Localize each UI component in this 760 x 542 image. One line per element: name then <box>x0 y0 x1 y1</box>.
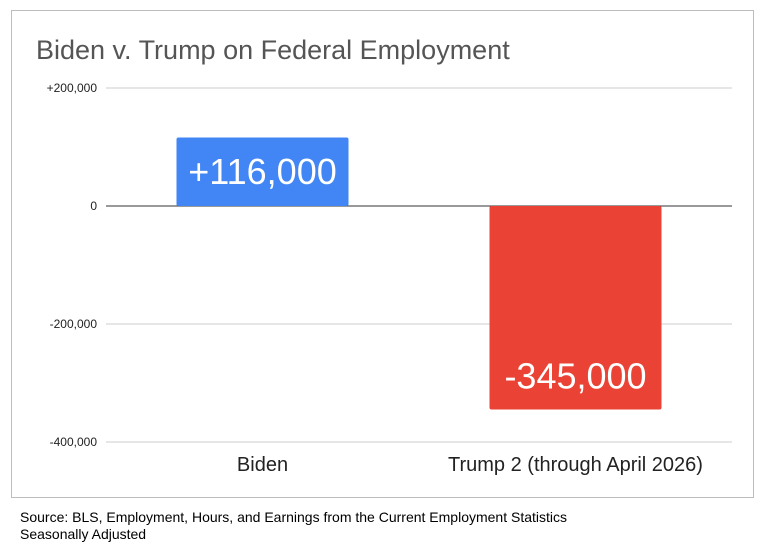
source-line-2: Seasonally Adjusted <box>20 526 147 542</box>
chart-title: Biden v. Trump on Federal Employment <box>36 35 510 65</box>
x-category-label: Biden <box>237 454 288 476</box>
labels: +200,000 0 -200,000 -400,000 +116,000 Biden -3… <box>47 81 703 476</box>
source-line-1: Source: BLS, Employment, Hours, and Earn… <box>20 509 568 525</box>
y-tick-label: -400,000 <box>50 435 98 449</box>
bar <box>176 137 349 206</box>
chart-svg: Biden v. Trump on Federal Employment +20… <box>36 35 732 476</box>
y-tick-label: 0 <box>90 199 97 213</box>
bars <box>176 137 662 410</box>
y-tick-label: -200,000 <box>50 317 98 331</box>
x-category-label: Trump 2 (through April 2026) <box>448 454 703 476</box>
bar-value-label: -345,000 <box>504 356 646 397</box>
bar <box>489 206 662 410</box>
bar-value-label: +116,000 <box>188 151 336 192</box>
y-tick-label: +200,000 <box>47 81 98 95</box>
